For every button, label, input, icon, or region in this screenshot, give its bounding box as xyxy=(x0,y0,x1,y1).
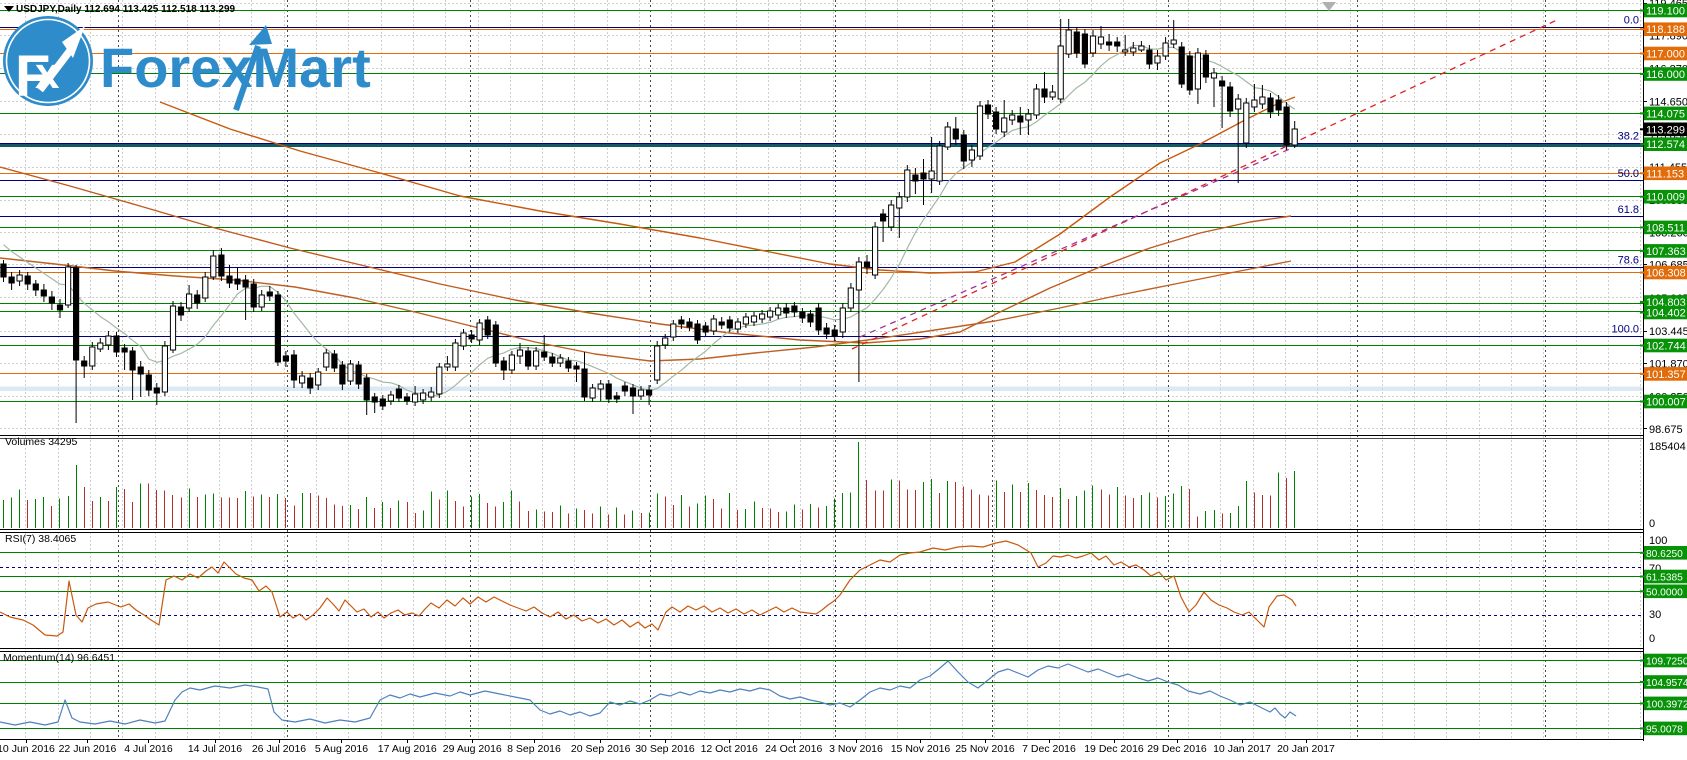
svg-text:80.6250: 80.6250 xyxy=(1646,549,1683,560)
svg-text:117.000: 117.000 xyxy=(1646,49,1685,61)
svg-text:0: 0 xyxy=(1649,633,1655,645)
svg-text:104.9574: 104.9574 xyxy=(1646,678,1687,689)
svg-text:61.5385: 61.5385 xyxy=(1646,573,1683,584)
svg-text:98.675: 98.675 xyxy=(1649,424,1683,436)
svg-text:ForexMart: ForexMart xyxy=(100,36,371,99)
svg-text:3 Nov 2016: 3 Nov 2016 xyxy=(829,743,883,755)
svg-text:30: 30 xyxy=(1649,609,1661,621)
svg-text:110.009: 110.009 xyxy=(1646,192,1685,204)
svg-text:111.153: 111.153 xyxy=(1646,168,1684,180)
svg-text:Volumes 34295: Volumes 34295 xyxy=(5,436,78,448)
svg-text:61.8: 61.8 xyxy=(1618,204,1639,216)
svg-text:50.0: 50.0 xyxy=(1618,168,1639,180)
svg-text:101.357: 101.357 xyxy=(1646,369,1686,381)
svg-text:116.000: 116.000 xyxy=(1646,69,1685,81)
svg-text:30 Sep 2016: 30 Sep 2016 xyxy=(635,743,695,755)
svg-text:114.650: 114.650 xyxy=(1649,97,1687,109)
svg-text:78.6: 78.6 xyxy=(1618,255,1639,267)
svg-text:95.0078: 95.0078 xyxy=(1646,724,1683,735)
svg-text:114.075: 114.075 xyxy=(1646,108,1685,120)
svg-text:8 Sep 2016: 8 Sep 2016 xyxy=(507,743,561,755)
svg-text:119.100: 119.100 xyxy=(1646,6,1685,18)
svg-text:12 Oct 2016: 12 Oct 2016 xyxy=(701,743,758,755)
svg-text:0: 0 xyxy=(1649,518,1655,530)
svg-text:10 Jan 2017: 10 Jan 2017 xyxy=(1213,743,1271,755)
svg-text:112.574: 112.574 xyxy=(1646,139,1685,151)
svg-text:Momentum(14) 96.6451: Momentum(14) 96.6451 xyxy=(3,652,115,664)
svg-text:100: 100 xyxy=(1649,535,1667,547)
svg-text:113.299: 113.299 xyxy=(1646,124,1685,136)
svg-text:0.0: 0.0 xyxy=(1624,15,1639,27)
svg-text:20 Jan 2017: 20 Jan 2017 xyxy=(1277,743,1335,755)
svg-text:29 Dec 2016: 29 Dec 2016 xyxy=(1147,743,1207,755)
svg-text:5 Aug 2016: 5 Aug 2016 xyxy=(315,743,368,755)
svg-text:38.2: 38.2 xyxy=(1618,131,1639,143)
svg-text:107.363: 107.363 xyxy=(1646,246,1686,258)
svg-text:10 Jun 2016: 10 Jun 2016 xyxy=(0,743,55,755)
svg-text:20 Sep 2016: 20 Sep 2016 xyxy=(571,743,631,755)
svg-text:108.511: 108.511 xyxy=(1646,222,1685,234)
svg-text:185404: 185404 xyxy=(1649,441,1686,453)
svg-text:19 Dec 2016: 19 Dec 2016 xyxy=(1084,743,1144,755)
svg-text:17 Aug 2016: 17 Aug 2016 xyxy=(378,743,437,755)
svg-text:USDJPY,Daily 112.694 113.425 1: USDJPY,Daily 112.694 113.425 112.518 113… xyxy=(16,4,236,15)
svg-text:104.402: 104.402 xyxy=(1646,308,1686,320)
svg-text:29 Aug 2016: 29 Aug 2016 xyxy=(443,743,502,755)
svg-text:7 Dec 2016: 7 Dec 2016 xyxy=(1022,743,1076,755)
svg-text:4 Jul 2016: 4 Jul 2016 xyxy=(124,743,173,755)
svg-text:22 Jun 2016: 22 Jun 2016 xyxy=(59,743,117,755)
svg-text:50.0000: 50.0000 xyxy=(1646,587,1683,598)
svg-text:25 Nov 2016: 25 Nov 2016 xyxy=(955,743,1015,755)
svg-text:109.7250: 109.7250 xyxy=(1646,657,1687,668)
svg-text:100.007: 100.007 xyxy=(1646,397,1686,409)
svg-text:100.0: 100.0 xyxy=(1611,324,1639,336)
svg-text:118.188: 118.188 xyxy=(1646,24,1685,36)
svg-text:F: F xyxy=(15,44,50,109)
svg-text:15 Nov 2016: 15 Nov 2016 xyxy=(891,743,951,755)
svg-text:102.744: 102.744 xyxy=(1646,341,1686,353)
svg-text:RSI(7) 38.4065: RSI(7) 38.4065 xyxy=(5,533,76,545)
svg-text:103.445: 103.445 xyxy=(1649,326,1687,338)
svg-text:24 Oct 2016: 24 Oct 2016 xyxy=(765,743,822,755)
svg-text:14 Jul 2016: 14 Jul 2016 xyxy=(188,743,242,755)
svg-text:26 Jul 2016: 26 Jul 2016 xyxy=(252,743,306,755)
svg-text:100.3972: 100.3972 xyxy=(1646,699,1687,710)
svg-text:106.308: 106.308 xyxy=(1646,268,1686,280)
